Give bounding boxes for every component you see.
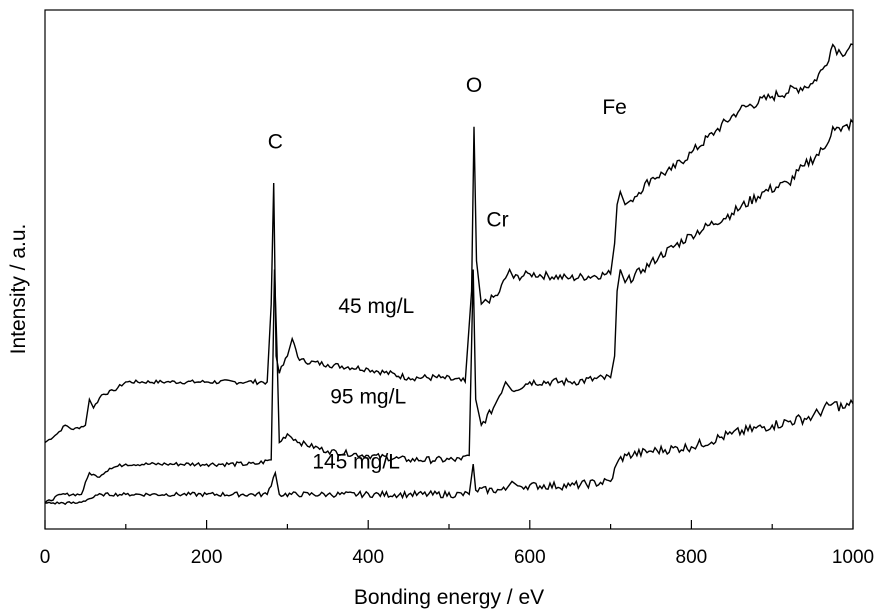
x-tick-label: 800: [676, 547, 708, 568]
x-tick-label: 400: [352, 547, 384, 568]
x-tick-label: 0: [40, 547, 51, 568]
annotation-label: Cr: [486, 208, 508, 231]
series-line-95-mg-l: [44, 118, 854, 504]
x-axis-title: Bonding energy / eV: [354, 586, 544, 609]
x-tick-label: 200: [191, 547, 223, 568]
series-line-145-mg-l: [44, 398, 854, 506]
annotation-label: 145 mg/L: [312, 450, 400, 473]
annotation-label: Fe: [602, 96, 627, 119]
series-layer: [44, 43, 854, 506]
annotation-label: 95 mg/L: [330, 386, 406, 409]
annotation-label: 45 mg/L: [338, 295, 414, 318]
series-line-45-mg-l: [44, 43, 854, 444]
x-axis-ticks: 0 200 400 600 800 1000: [40, 520, 874, 568]
x-tick-label: 1000: [832, 547, 874, 568]
annotation-layer: C O Cr Fe 45 mg/L 95 mg/L 145 mg/L: [268, 74, 627, 473]
annotation-label: C: [268, 130, 283, 153]
y-axis-title: Intensity / a.u.: [7, 224, 30, 355]
annotation-label: O: [466, 74, 482, 97]
plot-area-frame: [44, 9, 854, 530]
x-tick-label: 600: [514, 547, 546, 568]
